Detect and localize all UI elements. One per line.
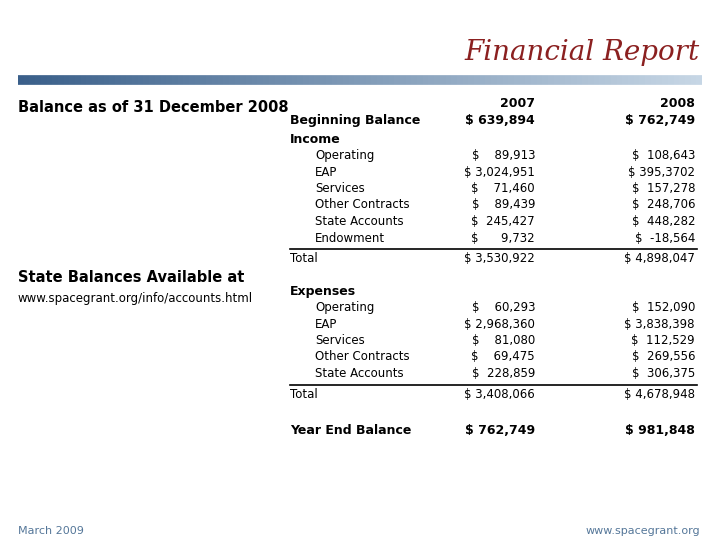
Text: Endowment: Endowment [315, 232, 385, 245]
Text: Total: Total [290, 388, 318, 401]
Text: $ 3,530,922: $ 3,530,922 [464, 252, 535, 265]
Text: $    89,913: $ 89,913 [472, 149, 535, 162]
Text: Total: Total [290, 252, 318, 265]
Text: $ 3,024,951: $ 3,024,951 [464, 165, 535, 179]
Text: $    89,439: $ 89,439 [472, 199, 535, 212]
Text: www.spacegrant.org/info/accounts.html: www.spacegrant.org/info/accounts.html [18, 292, 253, 305]
Text: $ 2,968,360: $ 2,968,360 [464, 318, 535, 330]
Text: State Balances Available at: State Balances Available at [18, 270, 244, 285]
Text: State Accounts: State Accounts [315, 215, 404, 228]
Text: $ 981,848: $ 981,848 [625, 424, 695, 437]
Text: $    71,460: $ 71,460 [472, 182, 535, 195]
Text: $  228,859: $ 228,859 [472, 367, 535, 380]
Text: $  306,375: $ 306,375 [631, 367, 695, 380]
Text: Income: Income [290, 133, 341, 146]
Text: $  245,427: $ 245,427 [472, 215, 535, 228]
Text: $  157,278: $ 157,278 [631, 182, 695, 195]
Text: State Accounts: State Accounts [315, 367, 404, 380]
Text: Operating: Operating [315, 149, 374, 162]
Text: EAP: EAP [315, 165, 338, 179]
Text: Services: Services [315, 182, 365, 195]
Text: Financial Report: Financial Report [465, 38, 700, 65]
Text: $    60,293: $ 60,293 [472, 301, 535, 314]
Text: EAP: EAP [315, 318, 338, 330]
Text: $ 4,678,948: $ 4,678,948 [624, 388, 695, 401]
Text: $  248,706: $ 248,706 [631, 199, 695, 212]
Text: $ 4,898,047: $ 4,898,047 [624, 252, 695, 265]
Text: www.spacegrant.org: www.spacegrant.org [585, 526, 700, 536]
Text: $  112,529: $ 112,529 [631, 334, 695, 347]
Text: Other Contracts: Other Contracts [315, 350, 410, 363]
Text: $      9,732: $ 9,732 [472, 232, 535, 245]
Text: $ 762,749: $ 762,749 [465, 424, 535, 437]
Text: $ 639,894: $ 639,894 [465, 114, 535, 127]
Text: $ 395,3702: $ 395,3702 [628, 165, 695, 179]
Text: March 2009: March 2009 [18, 526, 84, 536]
Text: $ 3,838,398: $ 3,838,398 [624, 318, 695, 330]
Text: Balance as of 31 December 2008: Balance as of 31 December 2008 [18, 100, 289, 115]
Text: Beginning Balance: Beginning Balance [290, 114, 420, 127]
Text: Expenses: Expenses [290, 285, 356, 298]
Text: $    81,080: $ 81,080 [472, 334, 535, 347]
Text: $ 762,749: $ 762,749 [625, 114, 695, 127]
Text: $  448,282: $ 448,282 [631, 215, 695, 228]
Text: Other Contracts: Other Contracts [315, 199, 410, 212]
Text: $  152,090: $ 152,090 [631, 301, 695, 314]
Text: $  269,556: $ 269,556 [631, 350, 695, 363]
Text: 2008: 2008 [660, 97, 695, 110]
Text: $ 3,408,066: $ 3,408,066 [464, 388, 535, 401]
Text: 2007: 2007 [500, 97, 535, 110]
Text: Operating: Operating [315, 301, 374, 314]
Text: $  -18,564: $ -18,564 [634, 232, 695, 245]
Text: $  108,643: $ 108,643 [631, 149, 695, 162]
Text: Services: Services [315, 334, 365, 347]
Text: Year End Balance: Year End Balance [290, 424, 411, 437]
Text: $    69,475: $ 69,475 [472, 350, 535, 363]
